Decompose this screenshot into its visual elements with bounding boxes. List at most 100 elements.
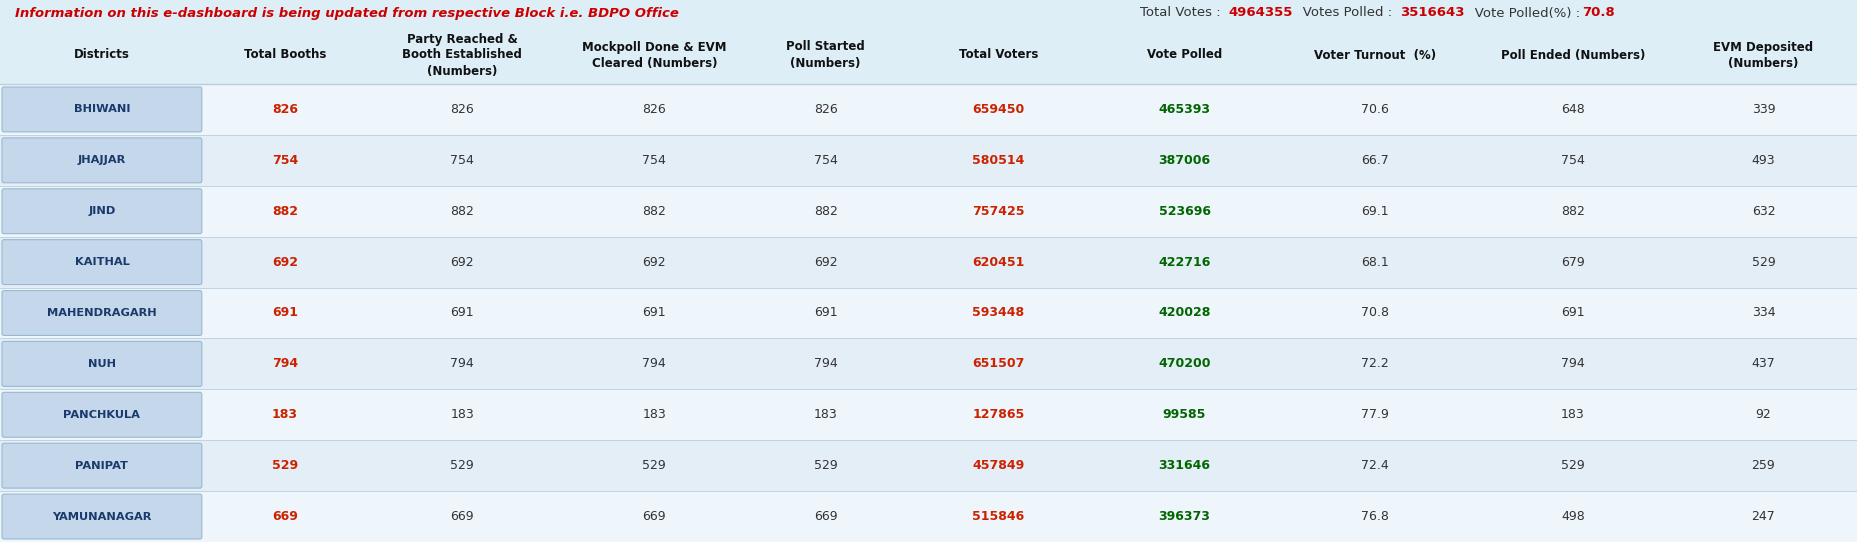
Text: 691: 691 [1560,306,1584,319]
Text: 620451: 620451 [971,256,1023,269]
Text: 632: 632 [1751,205,1773,218]
Text: KAITHAL: KAITHAL [74,257,130,267]
Text: PANCHKULA: PANCHKULA [63,410,141,420]
Text: 92: 92 [1755,408,1770,421]
Text: Total Voters: Total Voters [958,48,1038,61]
Text: 648: 648 [1560,103,1584,116]
Text: 437: 437 [1751,357,1775,370]
Text: 331646: 331646 [1159,459,1211,472]
Text: 757425: 757425 [971,205,1023,218]
Text: 691: 691 [643,306,667,319]
Text: 691: 691 [813,306,838,319]
Text: 465393: 465393 [1159,103,1211,116]
Text: 669: 669 [813,510,838,523]
Text: 529: 529 [813,459,838,472]
Text: 826: 826 [813,103,838,116]
Text: 794: 794 [1560,357,1584,370]
Text: Mockpoll Done & EVM
Cleared (Numbers): Mockpoll Done & EVM Cleared (Numbers) [581,41,726,69]
Text: 396373: 396373 [1159,510,1209,523]
Text: MAHENDRAGARH: MAHENDRAGARH [46,308,156,318]
Text: Information on this e-dashboard is being updated from respective Block i.e. BDPO: Information on this e-dashboard is being… [15,7,678,20]
Text: 529: 529 [1751,256,1775,269]
Text: EVM Deposited
(Numbers): EVM Deposited (Numbers) [1712,41,1812,69]
Text: 669: 669 [271,510,297,523]
Text: 669: 669 [449,510,474,523]
Text: 679: 679 [1560,256,1584,269]
Text: 3516643: 3516643 [1398,7,1463,20]
Text: 529: 529 [271,459,297,472]
Text: 498: 498 [1560,510,1584,523]
Text: 259: 259 [1751,459,1775,472]
Text: 422716: 422716 [1157,256,1211,269]
Text: 794: 794 [643,357,667,370]
Text: 692: 692 [271,256,297,269]
Text: 659450: 659450 [971,103,1023,116]
FancyBboxPatch shape [2,443,202,488]
Text: 183: 183 [271,408,297,421]
Bar [0,389,1857,440]
FancyBboxPatch shape [2,240,202,285]
Text: 882: 882 [813,205,838,218]
Text: Votes Polled :: Votes Polled : [1289,7,1396,20]
Text: 529: 529 [643,459,667,472]
Text: 70.8: 70.8 [1361,306,1389,319]
Text: NUH: NUH [87,359,115,369]
Text: Vote Polled: Vote Polled [1146,48,1222,61]
Text: 72.4: 72.4 [1361,459,1389,472]
Text: 523696: 523696 [1159,205,1211,218]
Text: Party Reached &
Booth Established
(Numbers): Party Reached & Booth Established (Numbe… [403,33,522,78]
Bar [0,338,1857,389]
Text: 339: 339 [1751,103,1773,116]
Text: 692: 692 [643,256,667,269]
Text: PANIPAT: PANIPAT [76,461,128,470]
Text: 754: 754 [1560,154,1584,167]
Text: 493: 493 [1751,154,1773,167]
Text: Poll Ended (Numbers): Poll Ended (Numbers) [1500,48,1643,61]
Text: 183: 183 [449,408,474,421]
FancyBboxPatch shape [2,189,202,234]
Text: 99585: 99585 [1162,408,1205,421]
Text: 691: 691 [271,306,297,319]
Text: 651507: 651507 [971,357,1023,370]
Bar [0,491,1857,542]
Bar [0,84,1857,135]
FancyBboxPatch shape [2,87,202,132]
Text: 794: 794 [449,357,474,370]
Text: 69.1: 69.1 [1361,205,1387,218]
Bar [0,440,1857,491]
Text: 692: 692 [449,256,474,269]
Text: YAMUNANAGAR: YAMUNANAGAR [52,512,152,521]
Text: 68.1: 68.1 [1361,256,1389,269]
FancyBboxPatch shape [2,291,202,335]
Bar [0,186,1857,237]
Text: BHIWANI: BHIWANI [74,105,130,114]
Text: 754: 754 [643,154,667,167]
Text: JIND: JIND [87,206,115,216]
FancyBboxPatch shape [2,494,202,539]
Text: 754: 754 [271,154,297,167]
Bar [0,135,1857,186]
Text: 457849: 457849 [971,459,1023,472]
Text: 470200: 470200 [1157,357,1211,370]
Text: 754: 754 [449,154,474,167]
Text: Poll Started
(Numbers): Poll Started (Numbers) [786,41,865,69]
Text: 580514: 580514 [971,154,1023,167]
Text: 127865: 127865 [971,408,1023,421]
Text: 70.6: 70.6 [1361,103,1389,116]
Text: 183: 183 [1560,408,1584,421]
Text: Vote Polled(%) :: Vote Polled(%) : [1461,7,1584,20]
Text: 794: 794 [271,357,297,370]
Text: 882: 882 [449,205,474,218]
Text: 76.8: 76.8 [1361,510,1389,523]
Text: 183: 183 [643,408,667,421]
Text: 882: 882 [271,205,297,218]
Bar [0,26,1857,84]
Text: 691: 691 [449,306,474,319]
Text: Total Votes :: Total Votes : [1140,7,1224,20]
Text: 882: 882 [1560,205,1584,218]
FancyBboxPatch shape [2,341,202,386]
Text: 66.7: 66.7 [1361,154,1389,167]
Text: Total Booths: Total Booths [243,48,327,61]
Text: 794: 794 [813,357,838,370]
FancyBboxPatch shape [2,138,202,183]
